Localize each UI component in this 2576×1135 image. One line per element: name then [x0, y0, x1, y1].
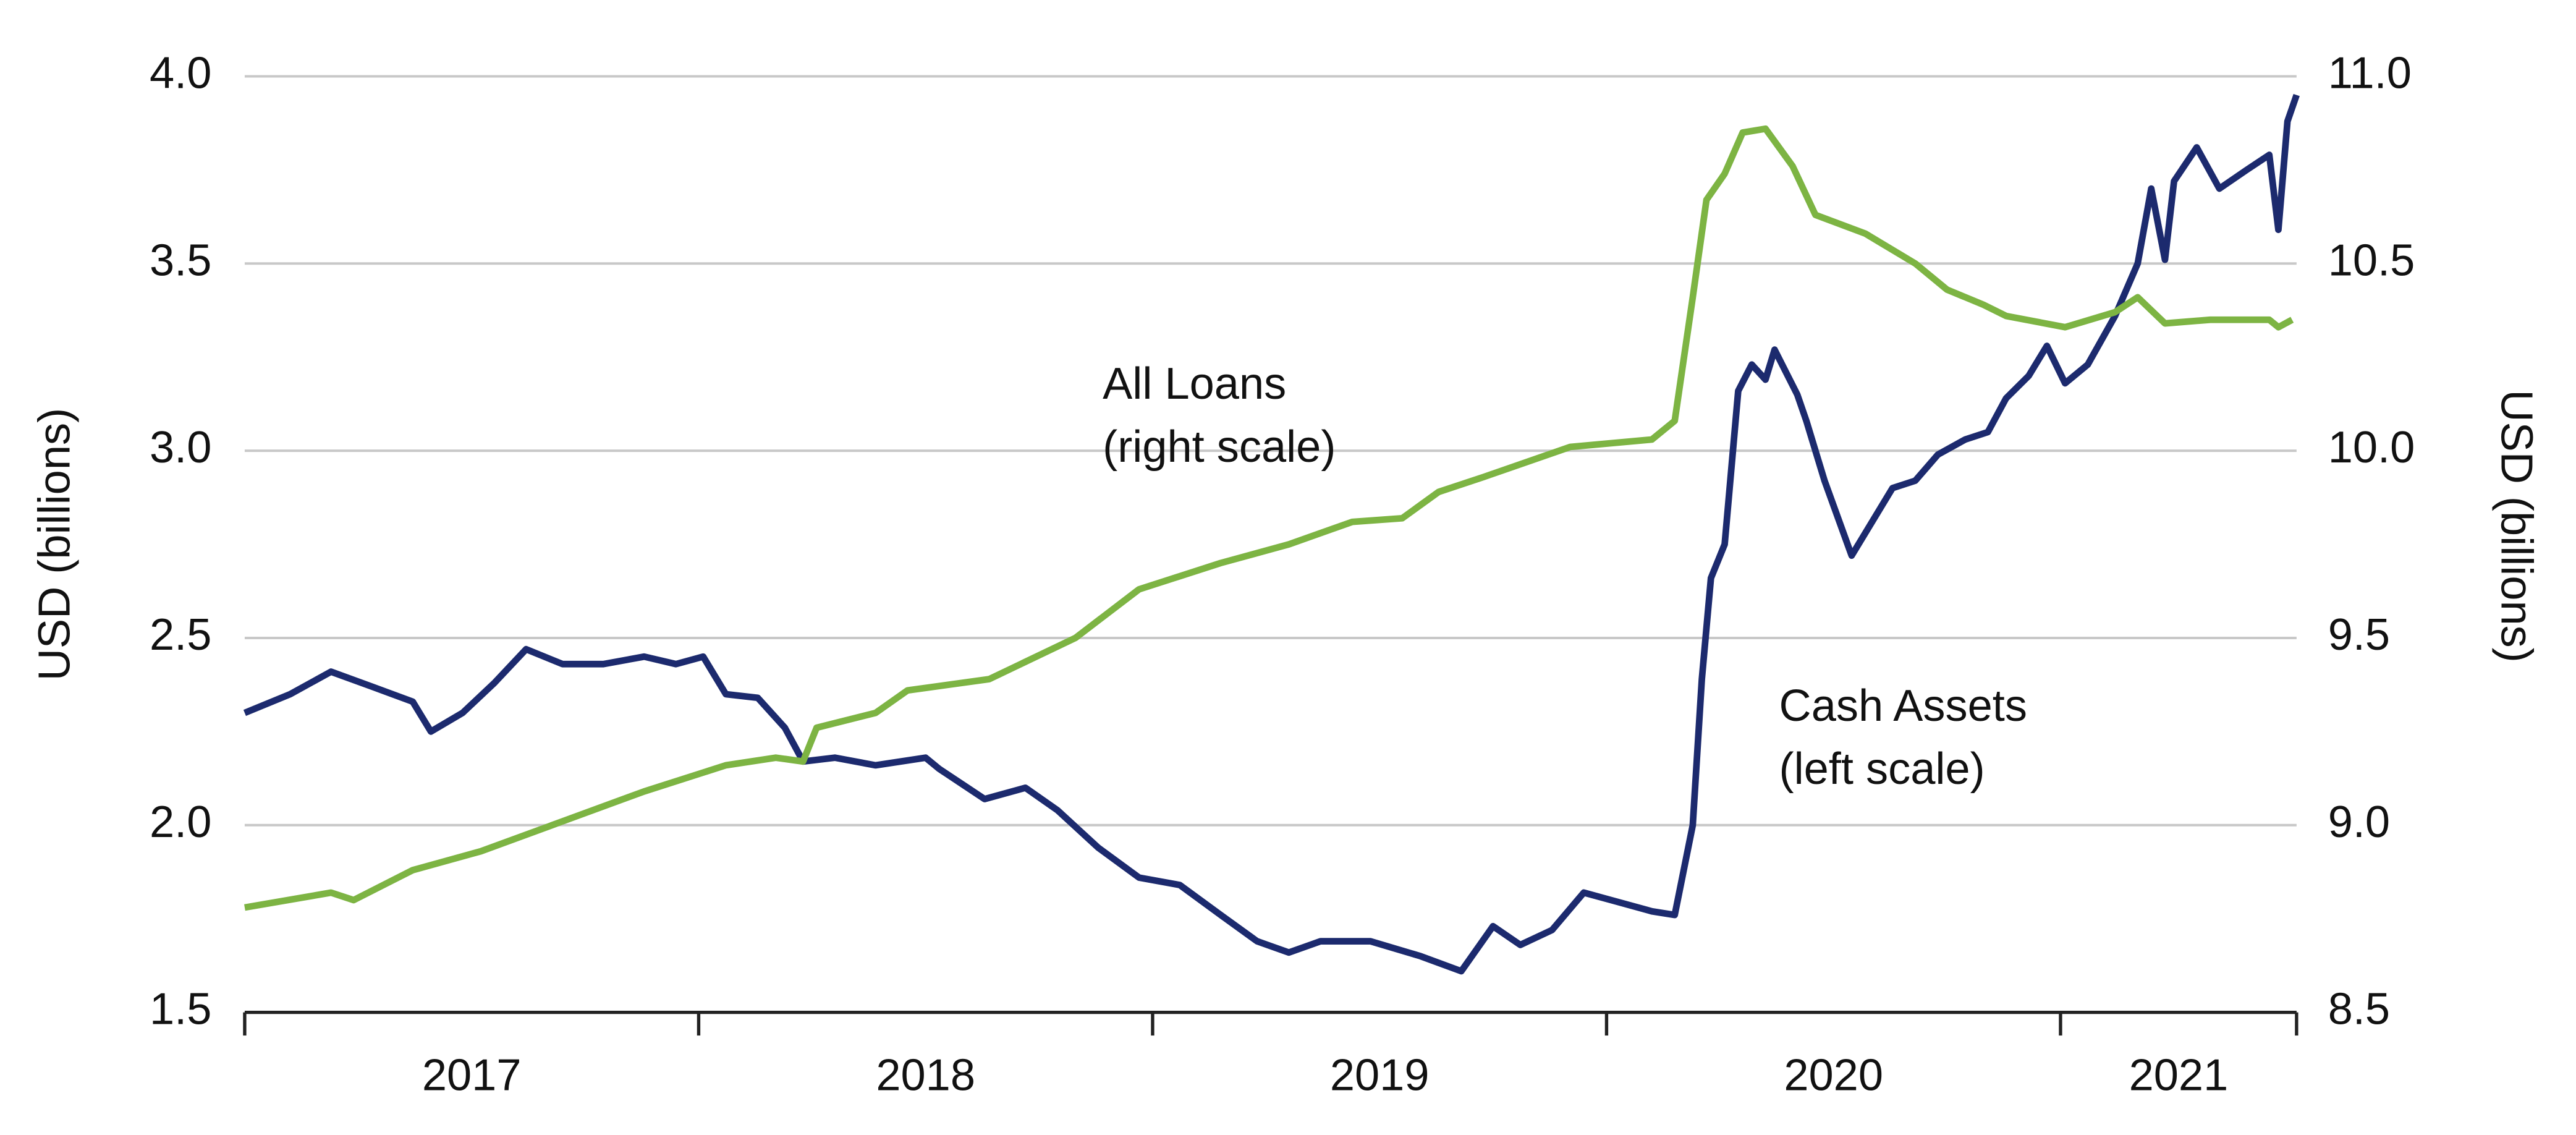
y2-tick-label: 10.0	[2328, 423, 2415, 472]
x-tick-label: 2018	[876, 1051, 975, 1100]
y-axis-label: USD (billions)	[30, 408, 80, 681]
series-line	[243, 93, 2300, 975]
y-tick-label: 2.0	[150, 797, 211, 847]
x-tick-label: 2019	[1330, 1051, 1430, 1100]
y-tick-label: 3.0	[150, 423, 211, 472]
y2-tick-label: 9.0	[2328, 797, 2390, 847]
x-tick-label: 2017	[422, 1051, 522, 1100]
annotation: Cash Assets	[1779, 681, 2027, 731]
y2-axis-label: USD (billions)	[2491, 389, 2541, 662]
y-tick-label: 3.5	[150, 236, 211, 285]
x-tick-label: 2021	[2129, 1051, 2229, 1100]
annotation: (left scale)	[1779, 744, 1985, 794]
y-tick-label: 2.5	[150, 610, 211, 660]
y-tick-label: 1.5	[150, 985, 211, 1034]
series-line	[244, 125, 2294, 911]
y2-tick-label: 8.5	[2328, 985, 2390, 1034]
y2-tick-label: 10.5	[2328, 236, 2415, 285]
y2-tick-label: 11.0	[2328, 49, 2412, 98]
y-tick-label: 4.0	[150, 49, 211, 98]
x-tick-label: 2020	[1784, 1051, 1883, 1100]
annotation: (right scale)	[1103, 422, 1336, 472]
annotation: All Loans	[1103, 359, 1286, 409]
y2-tick-label: 9.5	[2328, 610, 2390, 660]
